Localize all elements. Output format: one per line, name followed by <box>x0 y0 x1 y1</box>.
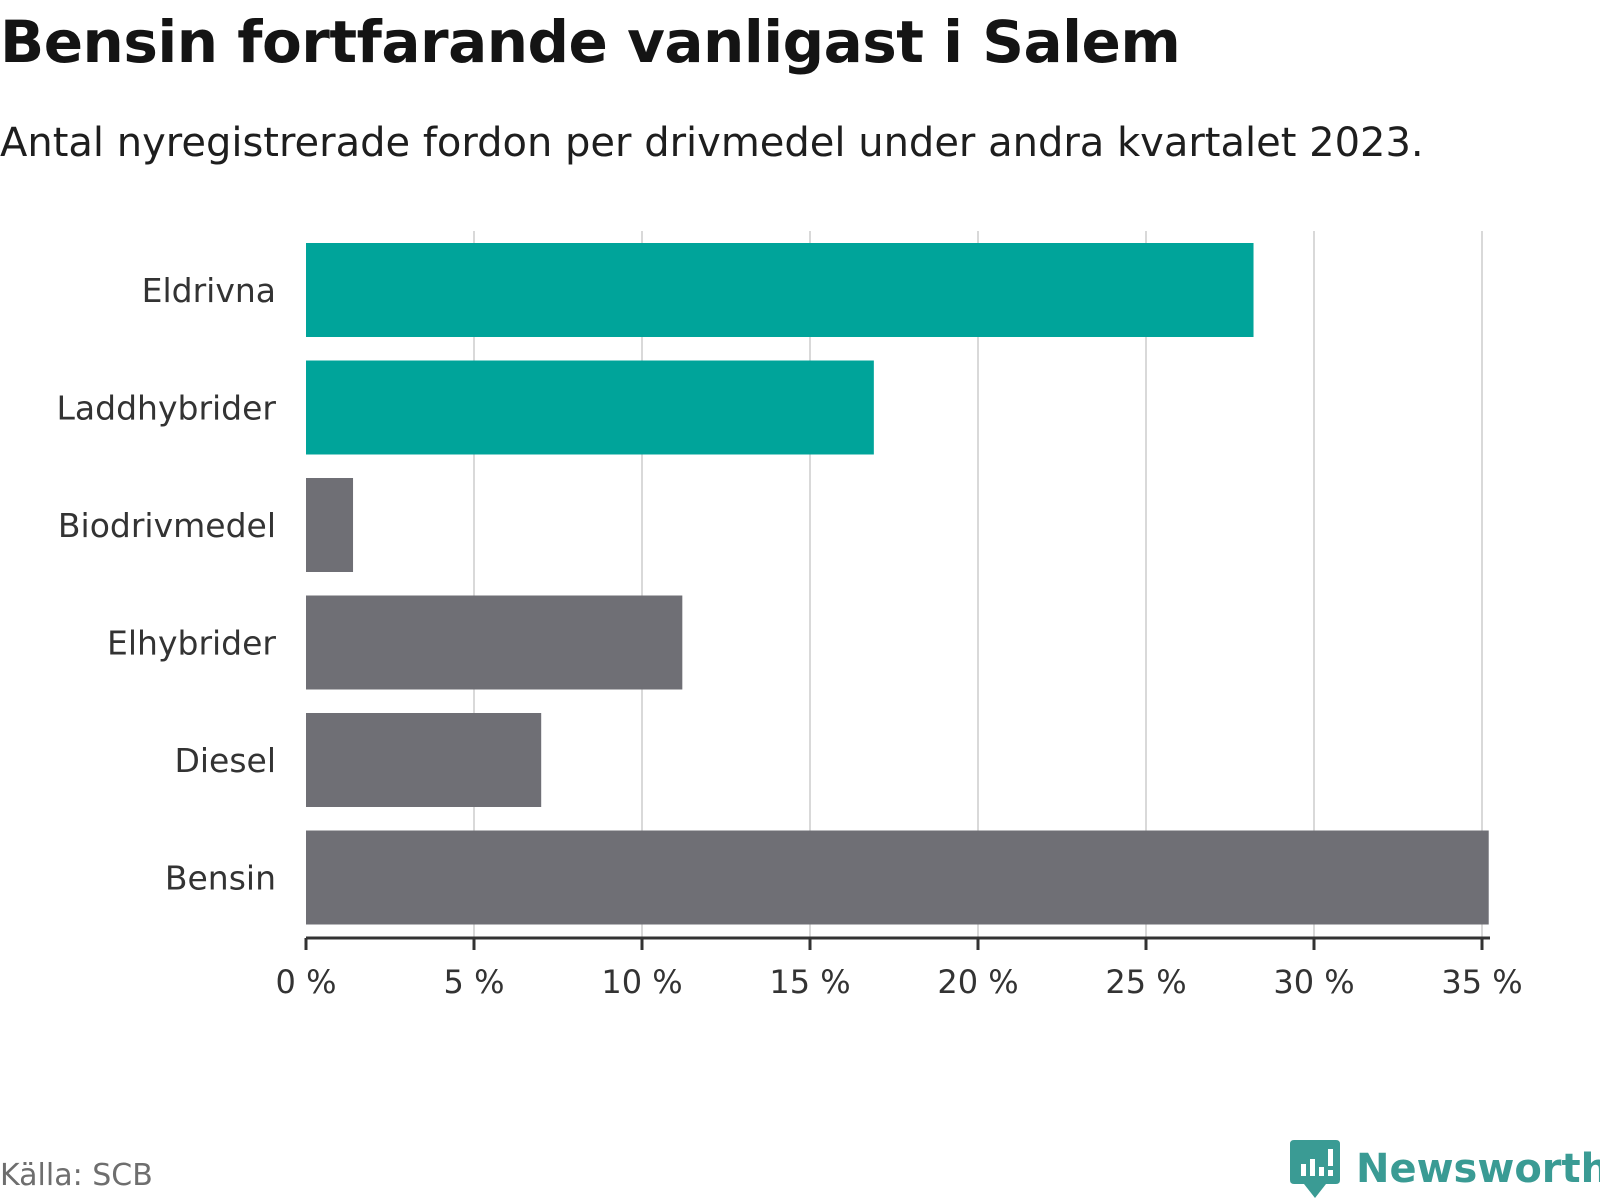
bar-diesel <box>306 713 542 807</box>
category-labels: Eldrivna Laddhybrider Biodrivmedel Elhybrid… <box>57 271 277 898</box>
source-note: Källa: SCB <box>0 1158 153 1193</box>
brand-name: Newsworthy <box>1356 1146 1600 1192</box>
bar-laddhybrider <box>306 360 874 455</box>
category-label: Eldrivna <box>142 271 276 310</box>
category-label: Diesel <box>174 741 276 780</box>
brand-logo: Newsworthy <box>1290 1140 1600 1198</box>
gridlines <box>473 231 1483 938</box>
x-tick-label: 15 % <box>769 963 850 1001</box>
x-axis: 0 % 5 % 10 % 15 % 20 % 25 % 30 % 35 % <box>276 936 1523 1001</box>
x-tick-label: 30 % <box>1273 963 1354 1001</box>
x-tick-label: 25 % <box>1105 963 1186 1001</box>
bar-chart: Eldrivna Laddhybrider Biodrivmedel Elhybrid… <box>57 231 1523 1001</box>
category-label: Elhybrider <box>107 624 276 663</box>
chart-title: Bensin fortfarande vanligast i Salem <box>0 8 1181 76</box>
category-label: Bensin <box>165 859 276 898</box>
chart-subtitle: Antal nyregistrerade fordon per drivmede… <box>0 120 1424 166</box>
bar-bensin <box>306 830 1489 925</box>
x-tick-label: 35 % <box>1441 963 1522 1001</box>
category-label: Laddhybrider <box>57 389 277 428</box>
x-tick-label: 5 % <box>444 963 505 1001</box>
bars <box>306 243 1489 925</box>
bar-biodrivmedel <box>306 478 354 572</box>
bar-eldrivna <box>306 243 1254 337</box>
x-tick-label: 20 % <box>937 963 1018 1001</box>
x-tick-label: 10 % <box>601 963 682 1001</box>
category-label: Biodrivmedel <box>58 506 276 545</box>
newsworthy-logo-icon <box>1290 1140 1340 1198</box>
x-tick-label: 0 % <box>276 963 337 1001</box>
bar-elhybrider <box>306 595 683 690</box>
